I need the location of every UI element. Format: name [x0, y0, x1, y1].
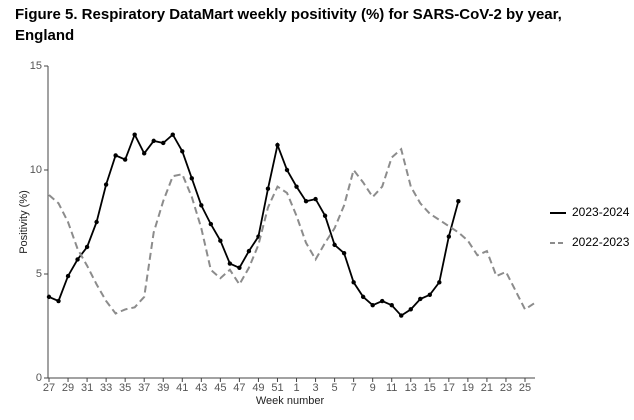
x-tick-label: 47: [233, 382, 245, 394]
x-tick-label: 31: [81, 382, 93, 394]
data-point: [389, 303, 394, 308]
data-point: [370, 303, 375, 308]
x-tick-label: 37: [138, 382, 150, 394]
data-point: [218, 238, 223, 243]
x-tick-label: 13: [405, 382, 417, 394]
data-point: [65, 273, 71, 279]
data-point: [208, 221, 214, 227]
data-point: [399, 313, 404, 318]
x-tick-label: 39: [157, 382, 169, 394]
data-point: [446, 234, 452, 239]
data-point: [427, 292, 432, 297]
data-point: [151, 138, 156, 144]
data-point: [275, 142, 280, 148]
series-line: [48, 132, 460, 317]
data-point: [170, 132, 175, 137]
x-tick-label: 41: [176, 382, 188, 394]
data-point: [113, 153, 118, 158]
y-tick-label: 15: [30, 60, 42, 72]
data-point: [313, 196, 318, 202]
chart-title: Figure 5. Respiratory DataMart weekly po…: [15, 6, 562, 23]
data-point: [341, 251, 347, 256]
x-axis-label: Week number: [256, 395, 325, 407]
x-tick-label: 27: [43, 382, 55, 394]
data-point: [332, 242, 337, 248]
data-point: [418, 296, 423, 302]
x-tick-label: 5: [332, 382, 338, 394]
data-point: [189, 176, 194, 181]
data-point: [180, 149, 185, 154]
x-tick-label: 7: [351, 382, 357, 394]
data-point: [456, 199, 461, 204]
y-tick-label: 5: [36, 268, 42, 280]
x-tick-label: 33: [100, 382, 112, 394]
x-tick-label: 11: [386, 382, 397, 394]
data-point: [303, 199, 309, 204]
x-tick-label: 43: [195, 382, 207, 394]
data-point: [437, 280, 442, 285]
data-point: [284, 167, 290, 173]
legend-label: 2022-2023: [572, 235, 630, 249]
data-point: [94, 219, 99, 225]
data-point: [265, 186, 271, 191]
data-point: [56, 298, 61, 304]
data-point: [46, 294, 52, 300]
x-tick-label: 23: [500, 382, 512, 394]
data-point: [227, 261, 233, 266]
x-tick-label: 19: [462, 382, 474, 394]
data-point: [246, 248, 252, 254]
data-point: [84, 244, 90, 250]
data-point: [132, 132, 137, 137]
x-tick-label: 3: [312, 382, 318, 394]
x-tick-label: 21: [481, 382, 493, 394]
data-point: [161, 140, 166, 146]
data-point: [103, 182, 109, 187]
y-tick-label: 0: [36, 372, 42, 384]
x-tick-label: 35: [119, 382, 131, 394]
data-point: [408, 307, 413, 312]
x-tick-label: 29: [62, 382, 74, 394]
y-tick-label: 10: [30, 164, 42, 176]
x-tick-label: 45: [214, 382, 226, 394]
x-tick-label: 1: [293, 382, 299, 394]
data-point: [142, 151, 147, 156]
data-point: [351, 280, 356, 285]
x-tick-label: 49: [252, 382, 264, 394]
data-point: [199, 203, 204, 208]
data-point: [380, 298, 385, 304]
data-point: [294, 184, 299, 189]
x-tick-label: 15: [424, 382, 436, 394]
data-point: [360, 294, 366, 300]
data-point: [75, 257, 80, 262]
data-point: [122, 157, 128, 162]
x-tick-label: 51: [271, 382, 283, 394]
x-tick-label: 17: [443, 382, 455, 394]
x-tick-label: 25: [519, 382, 531, 394]
legend-label: 2023-2024: [572, 205, 630, 219]
y-axis-label: Positivity (%): [18, 190, 30, 254]
x-tick-label: 9: [370, 382, 376, 394]
data-point: [322, 213, 328, 218]
chart-title: England: [15, 27, 74, 44]
series-line: [48, 147, 536, 315]
data-point: [237, 265, 242, 270]
